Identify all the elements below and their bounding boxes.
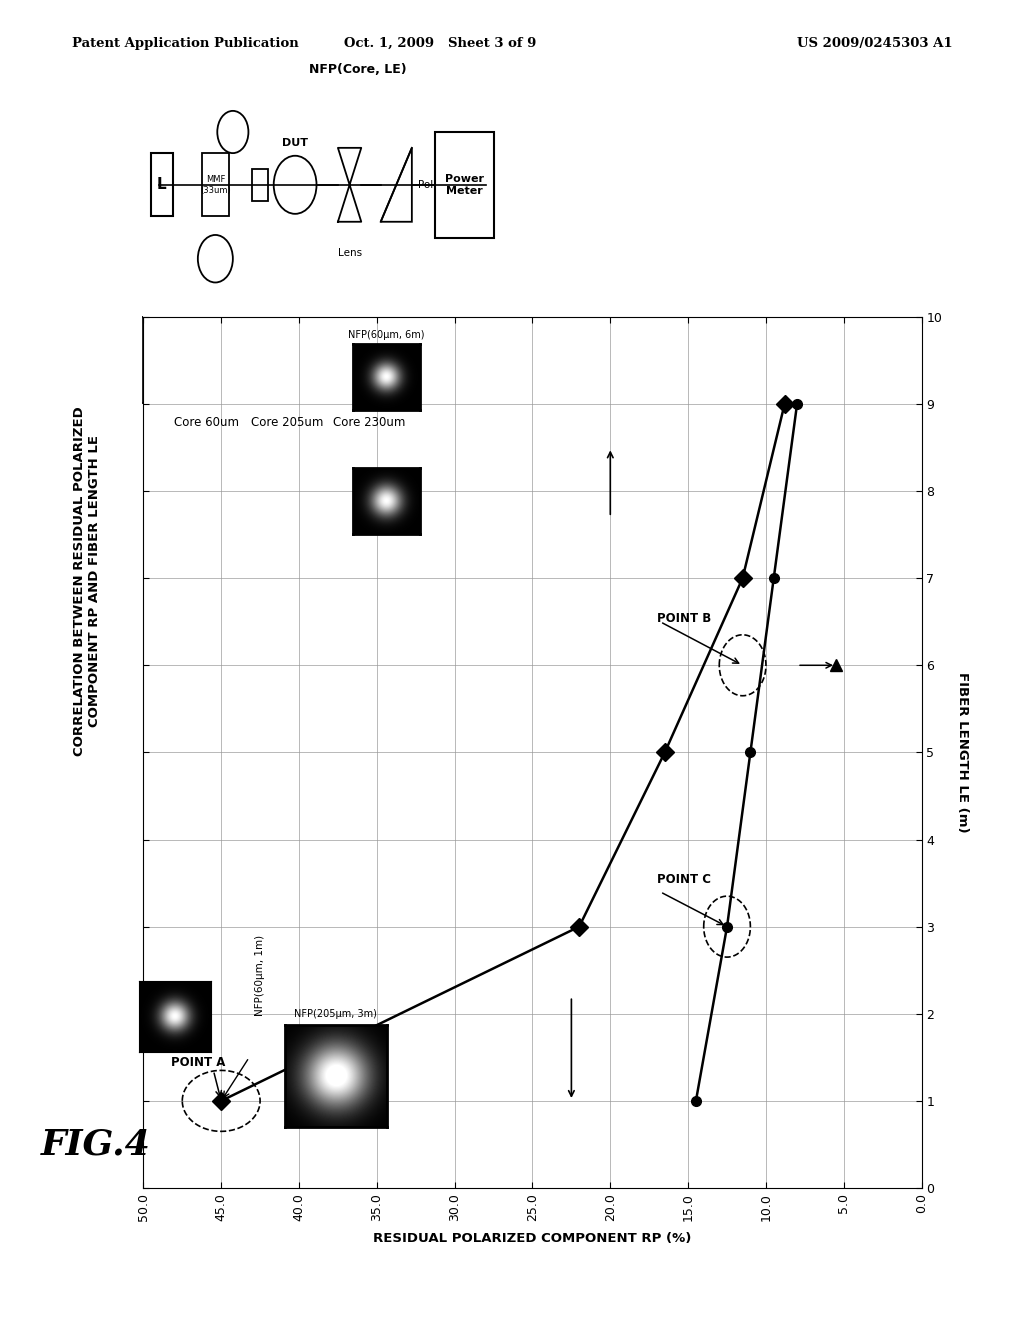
Text: Lens: Lens bbox=[338, 248, 361, 259]
Text: L: L bbox=[157, 177, 167, 193]
Text: Patent Application Publication: Patent Application Publication bbox=[72, 37, 298, 50]
Text: CORRELATION BETWEEN RESIDUAL POLARIZED
COMPONENT RP AND FIBER LENGTH LE: CORRELATION BETWEEN RESIDUAL POLARIZED C… bbox=[73, 407, 101, 755]
Y-axis label: FIBER LENGTH LE (m): FIBER LENGTH LE (m) bbox=[956, 672, 970, 833]
FancyBboxPatch shape bbox=[202, 153, 229, 216]
Text: Oct. 1, 2009   Sheet 3 of 9: Oct. 1, 2009 Sheet 3 of 9 bbox=[344, 37, 537, 50]
Text: Pol.: Pol. bbox=[418, 180, 436, 190]
FancyBboxPatch shape bbox=[435, 132, 494, 238]
FancyBboxPatch shape bbox=[252, 169, 268, 201]
Legend: Core 60um, Core 205um, Core 230um: Core 60um, Core 205um, Core 230um bbox=[141, 348, 473, 371]
Text: Power
Meter: Power Meter bbox=[444, 174, 484, 195]
Text: Core 205um: Core 205um bbox=[251, 416, 324, 429]
Text: MMF
(33um): MMF (33um) bbox=[200, 176, 230, 194]
Text: POINT A: POINT A bbox=[171, 1056, 225, 1069]
Text: DUT: DUT bbox=[283, 137, 308, 148]
Text: NFP(60μm, 6m): NFP(60μm, 6m) bbox=[348, 330, 425, 341]
Text: NFP(205μm, 3m): NFP(205μm, 3m) bbox=[295, 1010, 377, 1019]
Text: POINT C: POINT C bbox=[657, 873, 711, 886]
Text: FIG.4: FIG.4 bbox=[41, 1127, 151, 1162]
X-axis label: RESIDUAL POLARIZED COMPONENT RP (%): RESIDUAL POLARIZED COMPONENT RP (%) bbox=[374, 1232, 691, 1245]
Text: Core 60um: Core 60um bbox=[174, 416, 239, 429]
Text: NFP(Core, LE): NFP(Core, LE) bbox=[308, 63, 407, 77]
Text: Core 230um: Core 230um bbox=[333, 416, 406, 429]
Polygon shape bbox=[381, 148, 412, 222]
Text: NFP(60μm, 1m): NFP(60μm, 1m) bbox=[255, 935, 265, 1016]
FancyBboxPatch shape bbox=[152, 153, 172, 216]
Text: US 2009/0245303 A1: US 2009/0245303 A1 bbox=[797, 37, 952, 50]
Text: POINT B: POINT B bbox=[657, 611, 712, 624]
